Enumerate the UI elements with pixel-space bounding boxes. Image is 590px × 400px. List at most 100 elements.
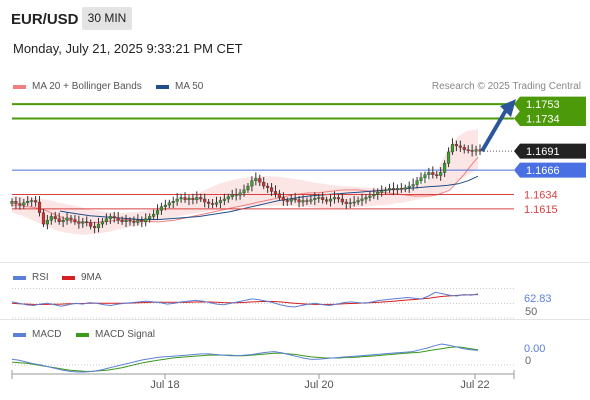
candle-body <box>155 210 160 215</box>
candle-body <box>104 218 108 222</box>
panel-divider-macd <box>0 319 590 320</box>
legend-swatch-rsi <box>13 275 26 280</box>
candle-body <box>391 188 396 191</box>
instrument-title: EUR/USD <box>11 11 79 28</box>
candle-body <box>187 198 191 200</box>
level-tag-1.1734 <box>514 111 586 127</box>
candle-body <box>352 201 356 204</box>
timeframe-badge[interactable]: 30 MIN <box>82 7 132 30</box>
chart-timestamp: Monday, July 21, 2025 9:33:21 PM CET <box>13 41 243 56</box>
candle-body <box>431 172 435 175</box>
chart-header: EUR/USD 30 MIN Monday, July 21, 2025 9:3… <box>0 0 590 72</box>
research-credit: Research © 2025 Trading Central <box>431 81 581 92</box>
macd-last-value: 0.00 <box>524 343 545 355</box>
candle-body <box>372 194 376 197</box>
candle-body <box>191 198 195 200</box>
legend-rsi: RSI <box>13 272 49 283</box>
candle-body <box>49 216 53 221</box>
level-label-1.1734: 1.1734 <box>526 114 560 126</box>
candle-body <box>262 182 266 187</box>
candle-body <box>258 178 262 183</box>
level-label-1.1753: 1.1753 <box>526 99 560 111</box>
candle-body <box>439 172 443 176</box>
level-label-1.1634: 1.1634 <box>524 189 558 201</box>
candle-body <box>124 220 128 222</box>
candle-body <box>140 220 144 222</box>
candle-body <box>450 144 455 153</box>
legend-ma20-bb: MA 20 + Bollinger Bands <box>13 81 142 92</box>
candle-body <box>387 188 392 191</box>
candle-body <box>14 201 18 204</box>
candle-body <box>328 198 333 202</box>
legend-label-macd-signal: MACD Signal <box>95 329 156 340</box>
candle-body <box>325 199 329 202</box>
candle-body <box>297 199 301 203</box>
candle-body <box>163 204 167 207</box>
candle-body <box>384 189 388 192</box>
candle-body <box>69 217 73 220</box>
candle-body <box>415 180 419 185</box>
candle-body <box>407 185 411 188</box>
legend-swatch-ma50 <box>156 84 169 89</box>
candle-body <box>242 189 246 194</box>
legend-macd: MACD <box>13 329 61 340</box>
forecast-arrow-head <box>500 99 516 118</box>
legend-label-rsi-9ma: 9MA <box>81 272 102 283</box>
candle-body <box>148 216 152 219</box>
candle-body <box>321 197 325 200</box>
candle-body <box>218 200 223 203</box>
macd-signal-line <box>11 346 479 372</box>
candle-body <box>144 218 148 222</box>
candle-body <box>65 217 69 221</box>
macd-zero-label: 0 <box>525 355 531 367</box>
rsi-ref-label: 50 <box>525 306 537 318</box>
candle-body <box>356 200 360 203</box>
candle-body <box>81 221 85 224</box>
level-tag-1.1691 <box>514 143 586 159</box>
candle-body <box>61 220 65 222</box>
candle-body <box>474 149 478 152</box>
candle-body <box>427 172 431 175</box>
candle-body <box>120 220 124 222</box>
legend-ma50: MA 50 <box>156 81 203 92</box>
candle-body <box>348 202 352 204</box>
candle-body <box>73 219 77 222</box>
candle-body <box>368 195 372 198</box>
x-tick-label: Jul 20 <box>304 379 333 391</box>
candle-body <box>22 202 26 206</box>
candle-body <box>454 144 458 147</box>
candle-body <box>403 187 407 190</box>
candle-body <box>446 151 451 164</box>
candle-body <box>159 206 164 211</box>
rsi-line <box>11 291 479 308</box>
candle-body <box>462 147 466 150</box>
candle-body <box>301 200 305 203</box>
candle-body <box>37 201 42 213</box>
legend-label-ma20: MA 20 + Bollinger Bands <box>32 81 142 92</box>
candle-body <box>458 145 462 148</box>
candle-body <box>45 220 49 225</box>
candle-body <box>313 198 317 200</box>
candle-body <box>395 188 399 191</box>
candle-body <box>10 201 14 204</box>
x-tick-label: Jul 22 <box>460 379 489 391</box>
candle-body <box>18 203 22 206</box>
candle-body <box>305 200 309 202</box>
candle-body <box>277 193 282 198</box>
candle-body <box>309 199 313 202</box>
candle-body <box>100 221 105 225</box>
candle-body <box>364 197 368 200</box>
rsi-last-value: 62.83 <box>524 293 552 305</box>
macd-line <box>11 343 479 373</box>
forecast-arrow-shaft <box>480 109 508 153</box>
candle-body <box>26 201 30 203</box>
candle-body <box>89 222 93 227</box>
candle-body <box>344 201 348 204</box>
legend-swatch-ma20 <box>13 84 26 89</box>
candle-body <box>183 197 187 200</box>
level-label-1.1666: 1.1666 <box>526 165 560 177</box>
candle-body <box>250 180 254 187</box>
candle-body <box>317 197 321 199</box>
candle-body <box>175 198 179 202</box>
